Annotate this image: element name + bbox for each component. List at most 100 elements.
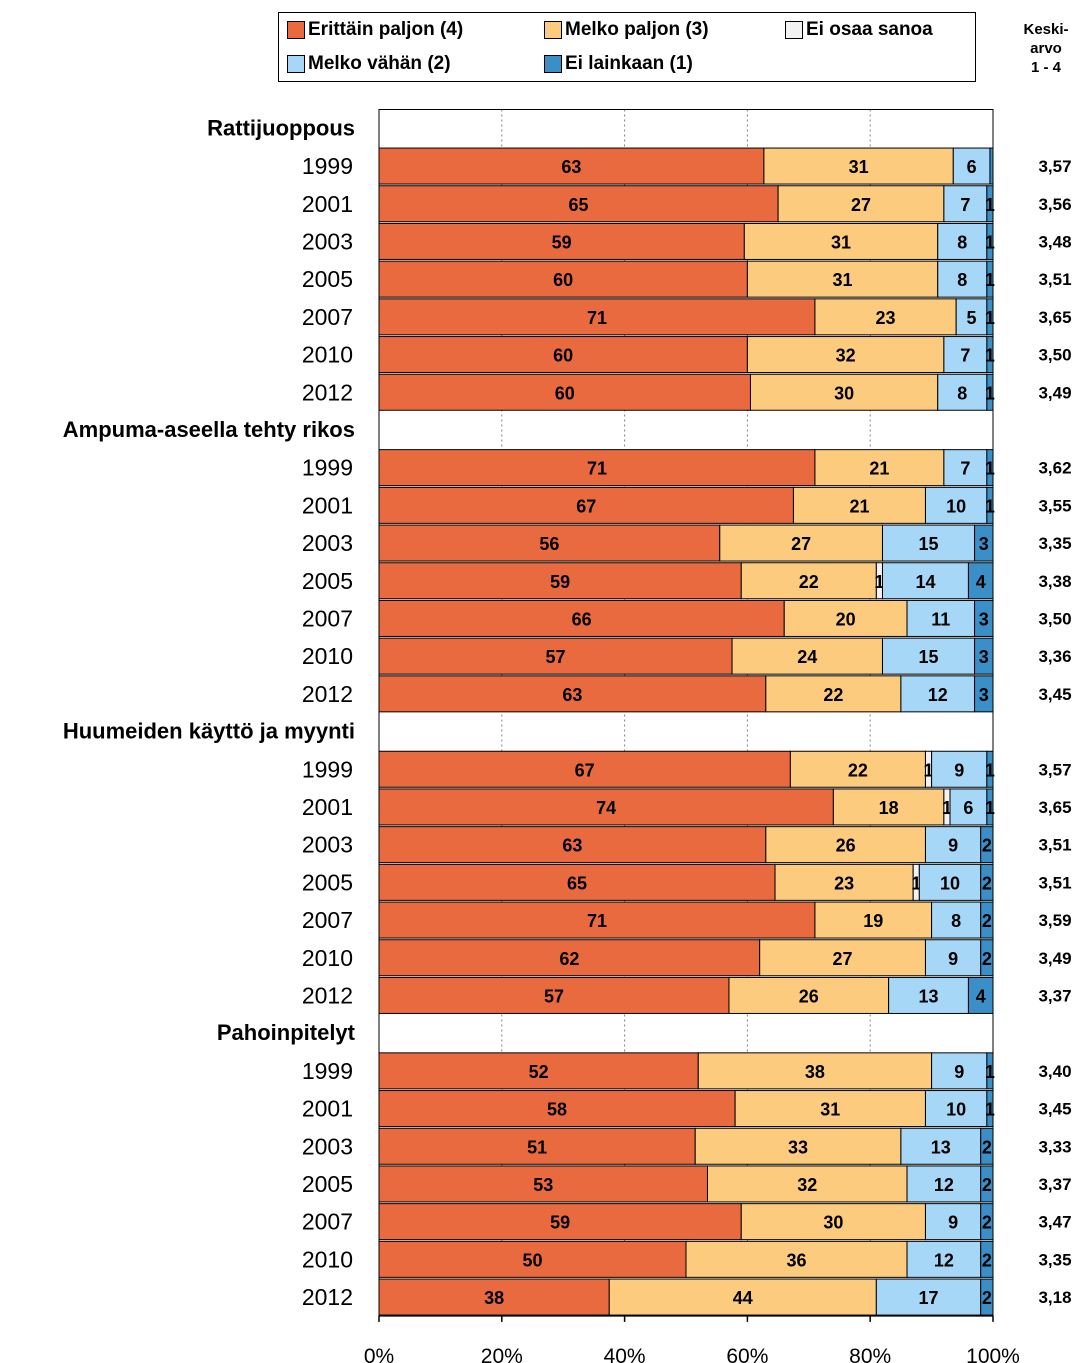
data-label: 3 bbox=[979, 647, 989, 667]
bar-segment bbox=[906, 1240, 982, 1278]
bar-segment bbox=[697, 1052, 933, 1090]
mean-value: 3,36 bbox=[1038, 647, 1071, 666]
data-label: 1 bbox=[985, 459, 995, 479]
year-label: 2001 bbox=[302, 794, 353, 820]
group-label: Ampuma-aseella tehty rikos bbox=[63, 417, 355, 442]
data-label: 1 bbox=[985, 270, 995, 290]
bar-segment bbox=[937, 260, 988, 298]
data-label: 63 bbox=[562, 836, 582, 856]
data-label: 7 bbox=[960, 195, 970, 215]
group-label: Pahoinpitelyt bbox=[217, 1020, 356, 1045]
legend-swatch-ei-lainkaan bbox=[544, 55, 562, 73]
mean-value: 3,51 bbox=[1038, 873, 1071, 892]
mean-value: 3,62 bbox=[1038, 459, 1071, 478]
data-label: 7 bbox=[960, 459, 970, 479]
bar-segment bbox=[378, 222, 745, 260]
data-label: 38 bbox=[484, 1288, 504, 1308]
data-label: 1 bbox=[985, 1100, 995, 1120]
mean-value: 3,57 bbox=[1038, 157, 1071, 176]
year-label: 2005 bbox=[302, 869, 353, 895]
data-label: 11 bbox=[931, 609, 950, 629]
data-label: 50 bbox=[522, 1250, 542, 1270]
data-label: 66 bbox=[572, 609, 592, 629]
mean-value: 3,65 bbox=[1038, 798, 1071, 817]
data-label: 15 bbox=[919, 534, 939, 554]
bar-segment bbox=[765, 675, 902, 713]
bar-segment bbox=[378, 976, 730, 1014]
data-label: 32 bbox=[836, 346, 856, 366]
data-label: 9 bbox=[948, 836, 958, 856]
data-label: 31 bbox=[833, 270, 853, 290]
legend-label-ei-lainkaan: Ei lainkaan (1) bbox=[565, 53, 693, 74]
year-label: 2003 bbox=[302, 530, 353, 556]
year-label: 2003 bbox=[302, 832, 353, 858]
bar-segment bbox=[924, 486, 988, 524]
data-label: 65 bbox=[569, 195, 589, 215]
data-label: 2 bbox=[982, 1137, 992, 1157]
bar-segment bbox=[706, 1165, 908, 1203]
bar-segment bbox=[943, 185, 988, 223]
bar-segment bbox=[918, 863, 982, 901]
data-label: 22 bbox=[823, 685, 843, 705]
bar-segment bbox=[814, 298, 957, 336]
bar-segment bbox=[759, 939, 926, 977]
bar-segment bbox=[967, 976, 994, 1014]
data-label: 3 bbox=[979, 534, 989, 554]
bar-segment bbox=[731, 637, 883, 675]
bar-segment bbox=[814, 449, 945, 487]
bar-segment bbox=[378, 901, 816, 939]
data-label: 1 bbox=[985, 1062, 995, 1082]
bar-segment bbox=[937, 373, 988, 411]
bar-segment bbox=[789, 750, 926, 788]
bar-segment bbox=[792, 486, 926, 524]
year-label: 2007 bbox=[302, 1209, 353, 1235]
x-tick-label: 40% bbox=[604, 1345, 646, 1363]
bar-segment bbox=[943, 336, 988, 374]
legend-item-ei-osaa: Ei osaa sanoa bbox=[785, 19, 933, 41]
mean-value: 3,51 bbox=[1038, 270, 1071, 289]
data-label: 27 bbox=[851, 195, 871, 215]
data-label: 8 bbox=[951, 911, 961, 931]
mean-value: 3,45 bbox=[1038, 685, 1071, 704]
data-label: 8 bbox=[957, 232, 967, 252]
data-label: 26 bbox=[836, 836, 856, 856]
bar-segment bbox=[783, 599, 908, 637]
legend-swatch-ei-osaa bbox=[785, 21, 803, 39]
legend-swatch-erittain bbox=[287, 21, 305, 39]
data-label: 31 bbox=[849, 157, 869, 177]
data-label: 23 bbox=[834, 873, 854, 893]
year-label: 2010 bbox=[302, 643, 353, 669]
data-label: 30 bbox=[823, 1213, 843, 1233]
bar-segment bbox=[763, 147, 954, 185]
mean-value: 3,50 bbox=[1038, 609, 1071, 628]
data-label: 22 bbox=[848, 760, 868, 780]
bar-segment bbox=[378, 298, 816, 336]
mean-header-line-3: 1 - 4 bbox=[1030, 59, 1061, 76]
data-label: 6 bbox=[967, 157, 977, 177]
bar-segment bbox=[937, 222, 988, 260]
year-label: 2001 bbox=[302, 191, 353, 217]
bar-segment bbox=[955, 298, 988, 336]
data-label: 71 bbox=[587, 459, 607, 479]
bar-segment bbox=[931, 750, 988, 788]
bar-segment bbox=[719, 524, 883, 562]
year-label: 1999 bbox=[302, 455, 353, 481]
data-label: 1 bbox=[874, 572, 884, 592]
data-label: 19 bbox=[863, 911, 883, 931]
year-label: 2007 bbox=[302, 605, 353, 631]
data-label: 60 bbox=[555, 383, 575, 403]
legend-label-melko-paljon: Melko paljon (3) bbox=[565, 19, 709, 40]
data-label: 14 bbox=[915, 572, 935, 592]
mean-value: 3,49 bbox=[1038, 383, 1071, 402]
year-label: 2001 bbox=[302, 1096, 353, 1122]
bar-segment bbox=[378, 599, 785, 637]
year-label: 2003 bbox=[302, 228, 353, 254]
data-label: 1 bbox=[985, 496, 995, 516]
bar-segment bbox=[749, 373, 939, 411]
data-label: 59 bbox=[550, 572, 570, 592]
data-label: 12 bbox=[934, 1250, 954, 1270]
legend-label-ei-osaa: Ei osaa sanoa bbox=[806, 19, 933, 40]
data-label: 3 bbox=[979, 609, 989, 629]
data-label: 10 bbox=[940, 873, 960, 893]
bar-segment bbox=[378, 939, 761, 977]
